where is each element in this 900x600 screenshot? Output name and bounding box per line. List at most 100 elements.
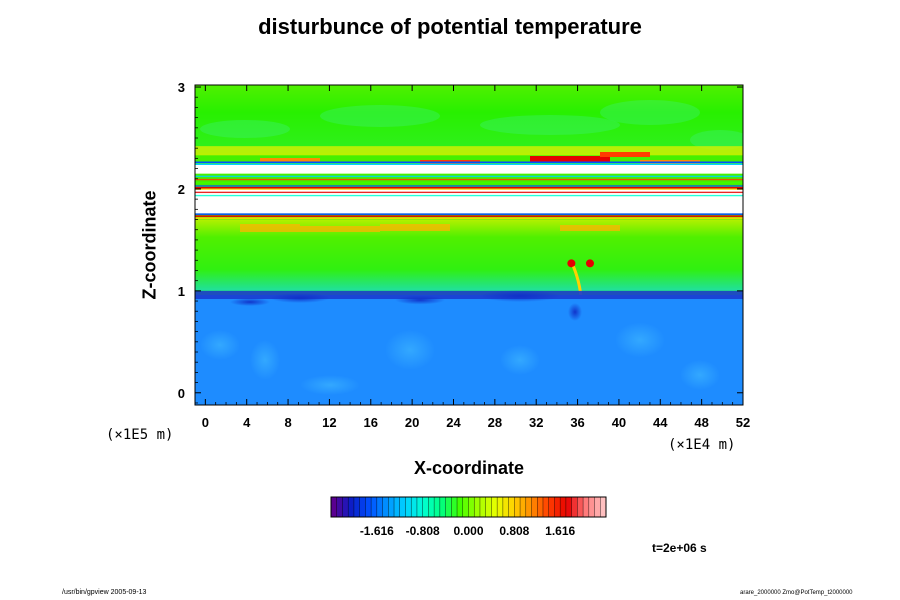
upper-red-streak — [530, 156, 610, 162]
colorbar-tick-label: 0.000 — [453, 524, 483, 538]
time-label: t=2e+06 s — [652, 541, 707, 555]
colorbar-cell — [399, 497, 406, 517]
colorbar-tick-label: 1.616 — [545, 524, 575, 538]
x-tick-label: 8 — [284, 415, 291, 430]
lower-swirl — [385, 330, 435, 370]
middle-orange-patch — [240, 224, 300, 232]
x-tick-label: 48 — [694, 415, 708, 430]
colorbar-cell — [600, 497, 607, 517]
upper-red-streak — [600, 152, 650, 157]
colorbar-cell — [376, 497, 383, 517]
colorbar-cell — [560, 497, 567, 517]
x-tick-label: 44 — [653, 415, 668, 430]
y-tick-label: 1 — [178, 284, 185, 299]
middle-orange-patch — [380, 224, 450, 231]
chart-title: disturbunce of potential temperature — [258, 14, 642, 39]
x-scale-label: (×1E4 m) — [668, 437, 736, 453]
colorbar-cell — [542, 497, 550, 517]
x-tick-label: 24 — [446, 415, 461, 430]
lower-dark-blob — [568, 303, 582, 321]
lower-dark-blob — [480, 290, 560, 302]
lower-swirl — [615, 322, 665, 358]
colorbar-cell — [457, 497, 464, 517]
lower-dark-blob — [270, 293, 330, 303]
colorbar-cell — [502, 497, 509, 517]
middle-orange-patch — [300, 226, 380, 232]
y-tick-label: 3 — [178, 80, 185, 95]
colorbar-cell — [474, 497, 481, 517]
colorbar-cell — [508, 497, 515, 517]
colorbar-cell — [485, 497, 492, 517]
colorbar-cell — [331, 497, 338, 517]
plume-red — [567, 259, 576, 268]
colorbar-cell — [434, 497, 441, 517]
colorbar-frame — [330, 496, 607, 518]
white-band-upper — [195, 164, 743, 174]
upper-patch — [480, 115, 620, 135]
colorbar-cell — [548, 497, 555, 517]
lower-swirl — [680, 360, 720, 390]
colorbar-cell — [588, 497, 595, 517]
mixed-stripe — [195, 175, 743, 178]
colorbar-tick-label: 0.808 — [499, 524, 529, 538]
upper-red-streak — [260, 158, 320, 162]
lower-dark-blob — [395, 295, 445, 305]
band-edge-line — [195, 163, 743, 165]
lower-swirl — [500, 345, 540, 375]
upper-patch — [600, 100, 700, 125]
heatmap-field — [195, 85, 743, 405]
footer-right: arare_2000000 Zmo@PotTemp_t2000000 — [740, 590, 853, 596]
colorbar-cell — [411, 497, 418, 517]
colorbar-cell — [388, 497, 395, 517]
colorbar-cell — [382, 497, 389, 517]
upper-patch — [200, 120, 290, 138]
y-tick-label: 2 — [178, 182, 185, 197]
colorbar-cell — [445, 497, 452, 517]
upper-patch — [690, 130, 743, 150]
colorbar-cell — [405, 497, 412, 517]
colorbar-cell — [554, 497, 561, 517]
mixed-stripe — [195, 185, 743, 187]
colorbar-cell — [371, 497, 378, 517]
band-edge-line — [195, 213, 743, 215]
x-tick-label: 0 — [202, 415, 209, 430]
colorbar-cell — [594, 497, 601, 517]
colorbar-cell — [451, 497, 458, 517]
band-edge-line — [195, 217, 743, 219]
mixed-stripe — [195, 194, 743, 197]
x-tick-label: 16 — [364, 415, 378, 430]
colorbar-cell — [365, 497, 372, 517]
colorbar-cell — [439, 497, 446, 517]
lower-swirl — [250, 340, 280, 380]
colorbar: -1.616 -0.808 0.000 0.808 1.616 — [330, 496, 607, 538]
colorbar-cell — [416, 497, 423, 517]
colorbar-tick-label: -1.616 — [360, 524, 394, 538]
lower-swirl — [300, 375, 360, 395]
colorbar-cell — [537, 497, 544, 517]
band-edge-line — [195, 186, 743, 189]
x-axis-label: X-coordinate — [413, 458, 524, 478]
x-tick-label: 4 — [243, 415, 251, 430]
upper-layer — [195, 85, 743, 154]
upper-patch — [320, 105, 440, 127]
mixed-stripe — [195, 178, 743, 181]
y-axis: 0 1 2 3 — [178, 80, 743, 404]
colorbar-cell — [497, 497, 504, 517]
y-scale-label: (×1E5 m) — [106, 427, 174, 443]
x-tick-label: 40 — [612, 415, 626, 430]
colorbar-cell — [514, 497, 521, 517]
colorbar-cell — [394, 497, 401, 517]
mixed-stripe — [195, 182, 743, 184]
colorbar-cell — [525, 497, 532, 517]
colorbar-cell — [422, 497, 429, 517]
plume-red — [585, 259, 594, 268]
x-tick-label: 20 — [405, 415, 419, 430]
colorbar-cell — [531, 497, 538, 517]
x-axis: 0 4 8 12 16 20 24 28 32 36 40 44 48 52 — [194, 85, 750, 430]
colorbar-cell — [353, 497, 360, 517]
colorbar-cell — [462, 497, 469, 517]
lower-dark-blob — [230, 298, 270, 306]
colorbar-cell — [577, 497, 584, 517]
x-tick-label: 28 — [488, 415, 502, 430]
